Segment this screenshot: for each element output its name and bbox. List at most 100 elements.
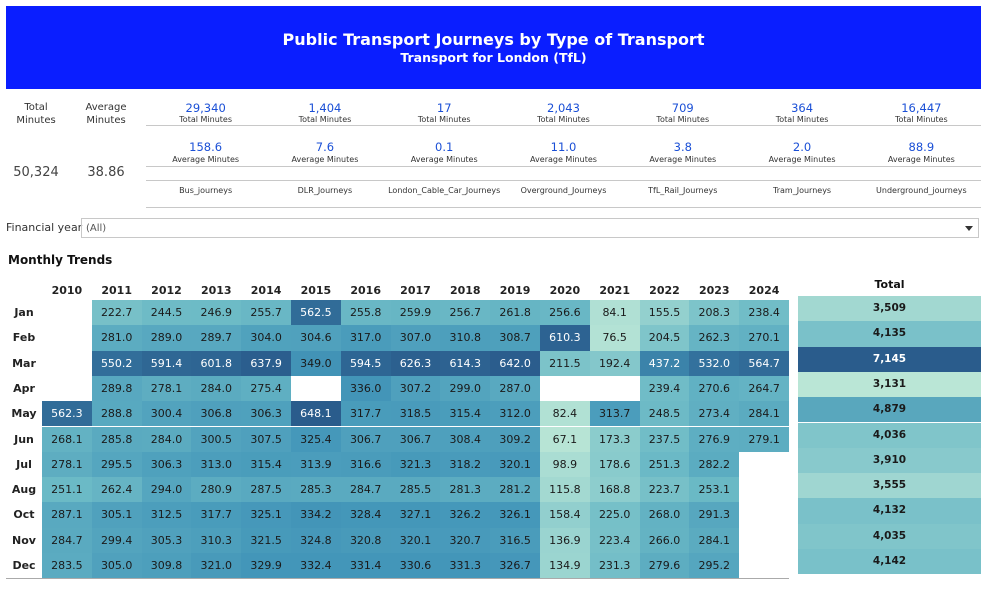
heatmap-cell: 285.3 [291, 477, 341, 503]
kpi-total-value: 2,043 [547, 101, 580, 115]
month-header: Mar [12, 356, 36, 370]
heatmap-cell: 614.3 [440, 350, 491, 376]
month-header: Feb [12, 331, 36, 345]
heatmap-cell: 330.6 [390, 553, 441, 579]
heatmap-cell: 305.3 [141, 527, 192, 553]
kpi-total-value: 709 [671, 101, 694, 115]
heatmap-cell: 320.1 [490, 451, 540, 478]
month-header: Nov [12, 533, 36, 547]
total-cell: 4,879 [798, 397, 981, 423]
heatmap-cell: 331.3 [440, 553, 491, 579]
kpi-total-value: 29,340 [185, 101, 226, 115]
heatmap-cell: 84.1 [589, 300, 640, 326]
heatmap-cell: 306.8 [191, 401, 242, 427]
kpi-average-value: 88.9 [908, 140, 935, 154]
financial-year-select[interactable]: (All) [81, 218, 979, 238]
heatmap-cell: 637.9 [241, 350, 291, 376]
heatmap-cell: 300.5 [191, 426, 242, 452]
heatmap-cell: 246.9 [191, 300, 242, 326]
year-header: 2024 [748, 284, 780, 297]
heatmap-cell: 317.0 [340, 325, 391, 351]
heatmap-cell: 306.7 [390, 426, 441, 452]
kpi-total-caption: Total Minutes [775, 115, 829, 124]
heatmap-cell: 134.9 [540, 553, 590, 579]
heatmap-cell: 256.6 [540, 300, 590, 326]
heatmap-cell: 313.9 [291, 451, 341, 478]
month-header: Oct [13, 508, 35, 522]
kpi-average-caption: Average Minutes [410, 155, 478, 164]
heatmap-cell: 313.7 [589, 401, 640, 427]
kpi-column: 16,447 Total Minutes 88.9 Average Minutes Un… [862, 97, 981, 208]
year-header: 2023 [698, 284, 730, 297]
kpi-column: 364 Total Minutes 2.0 Average Minutes Tram_J… [742, 97, 861, 208]
heatmap-cell: 231.3 [589, 553, 640, 579]
heatmap-cell: 309.8 [141, 553, 192, 579]
kpi-total-value: 16,447 [901, 101, 942, 115]
heatmap-cell: 316.5 [490, 527, 540, 553]
heatmap-cell: 67.1 [540, 426, 590, 452]
chevron-down-icon[interactable] [965, 226, 973, 231]
heatmap-cell: 276.9 [689, 426, 740, 452]
average-minutes-value: 38.86 [87, 165, 125, 180]
kpi-divider [146, 180, 981, 181]
kpi-table: 29,340 Total Minutes 158.6 Average Minutes B… [146, 97, 981, 208]
heatmap-cell: 259.9 [390, 300, 441, 326]
heatmap-cell: 648.1 [291, 401, 341, 427]
kpi-total-value: 1,404 [308, 101, 342, 115]
heatmap-cell: 326.7 [490, 553, 540, 579]
heatmap-cell: 308.4 [440, 426, 491, 452]
kpi-divider [146, 125, 981, 126]
heatmap-cell: 239.4 [639, 375, 690, 402]
heatmap-cell: 82.4 [540, 401, 590, 427]
heatmap-cell: 284.7 [340, 477, 391, 503]
kpi-transport-name: Overground_Journeys [520, 186, 607, 195]
heatmap-cell: 332.4 [291, 553, 341, 579]
kpi-total-value: 364 [791, 101, 814, 115]
heatmap-cell: 304.0 [241, 325, 291, 351]
heatmap-cell: 334.2 [291, 502, 341, 528]
kpi-average-value: 0.1 [435, 140, 454, 154]
heatmap-cell: 305.0 [91, 553, 142, 579]
heatmap-cell: 318.2 [440, 451, 491, 478]
heatmap-cell: 313.0 [191, 451, 242, 478]
heatmap-cell: 248.5 [639, 401, 690, 427]
heatmap-cell: 223.4 [589, 527, 640, 553]
kpi-average-value: 3.8 [673, 140, 692, 154]
heatmap-cell: 300.4 [141, 401, 192, 427]
heatmap-cell: 281.3 [440, 477, 491, 503]
dashboard-subtitle: Transport for London (TfL) [400, 50, 587, 65]
heatmap-cell: 329.9 [241, 553, 291, 579]
total-cell: 3,555 [798, 473, 981, 499]
heatmap-cell: 278.1 [141, 375, 192, 402]
year-header: 2016 [350, 284, 381, 297]
heatmap-cell: 251.1 [42, 477, 92, 503]
kpi-column: 709 Total Minutes 3.8 Average Minutes TfL_Ra… [623, 97, 742, 208]
heatmap-cell: 331.4 [340, 553, 391, 579]
heatmap-cell: 261.8 [490, 300, 540, 326]
heatmap-cell: 295.2 [689, 553, 740, 579]
kpi-column: 29,340 Total Minutes 158.6 Average Minutes B… [146, 97, 265, 208]
heatmap-cell: 284.7 [42, 527, 92, 553]
heatmap-cell: 309.2 [490, 426, 540, 452]
heatmap-cell: 318.5 [390, 401, 441, 427]
heatmap-cell: 268.0 [639, 502, 690, 528]
heatmap-cell: 253.1 [689, 477, 740, 503]
heatmap-cell: 256.7 [440, 300, 491, 326]
year-header: 2017 [400, 284, 431, 297]
heatmap-cell: 262.3 [689, 325, 740, 351]
heatmap-cell: 237.5 [639, 426, 690, 452]
heatmap-cell: 317.7 [340, 401, 391, 427]
heatmap-cell: 279.1 [739, 426, 789, 452]
heatmap-cell: 642.0 [490, 350, 540, 376]
total-cell: 4,135 [798, 321, 981, 347]
kpi-average-caption: Average Minutes [172, 155, 240, 164]
heatmap-cell: 284.0 [191, 375, 242, 402]
year-header: 2011 [101, 284, 132, 297]
heatmap-cell: 312.0 [490, 401, 540, 427]
total-cell: 3,131 [798, 371, 981, 398]
heatmap-cell: 310.8 [440, 325, 491, 351]
heatmap-cell: 255.8 [340, 300, 391, 326]
heatmap-cell: 211.5 [540, 350, 590, 376]
dashboard-header: Public Transport Journeys by Type of Tra… [6, 6, 981, 89]
heatmap-cell: 287.0 [490, 375, 540, 402]
